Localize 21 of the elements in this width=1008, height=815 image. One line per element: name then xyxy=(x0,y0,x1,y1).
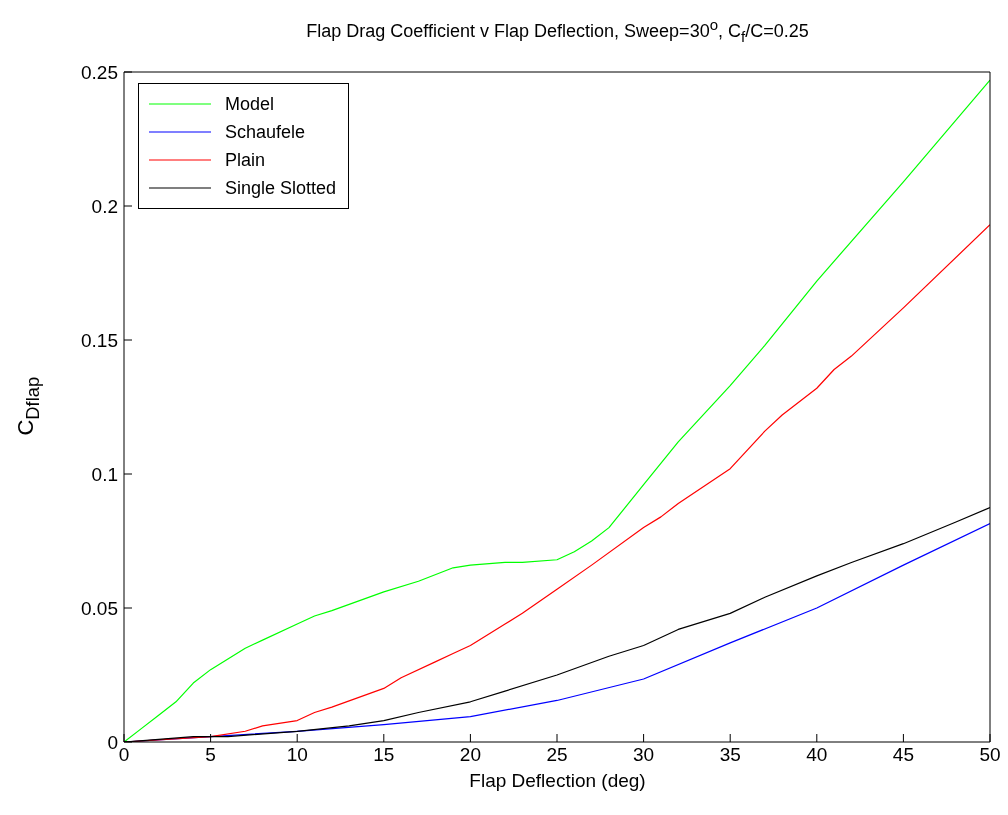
x-tick-label: 50 xyxy=(979,744,1001,766)
chart-title: Flap Drag Coefficient v Flap Deflection, Sweep=30$^{o}$, C$_{f}$/C=0.25 xyxy=(305,16,810,45)
x-tick-label: 15 xyxy=(373,744,395,766)
legend-label: Model xyxy=(225,93,275,115)
x-tick-label: 45 xyxy=(892,744,914,766)
legend-label: Schaufele xyxy=(225,121,306,143)
x-axis-title: Flap Deflection (deg) xyxy=(468,770,647,792)
x-tick-label: 30 xyxy=(633,744,655,766)
y-tick-label: 0.1 xyxy=(91,463,118,485)
x-tick-label: 35 xyxy=(719,744,741,766)
x-tick-label: 20 xyxy=(459,744,481,766)
x-tick-label: 5 xyxy=(205,744,216,766)
x-tick-label: 25 xyxy=(546,744,568,766)
legend-label: Plain xyxy=(225,149,266,171)
x-tick-label: 10 xyxy=(286,744,308,766)
legend-label: Single Slotted xyxy=(225,177,337,199)
y-tick-label: 0.05 xyxy=(81,597,118,619)
y-tick-label: 0.2 xyxy=(91,195,118,217)
y-tick-label: 0.25 xyxy=(81,61,118,83)
x-tick-label: 40 xyxy=(806,744,828,766)
y-tick-label: 0.15 xyxy=(81,329,118,351)
